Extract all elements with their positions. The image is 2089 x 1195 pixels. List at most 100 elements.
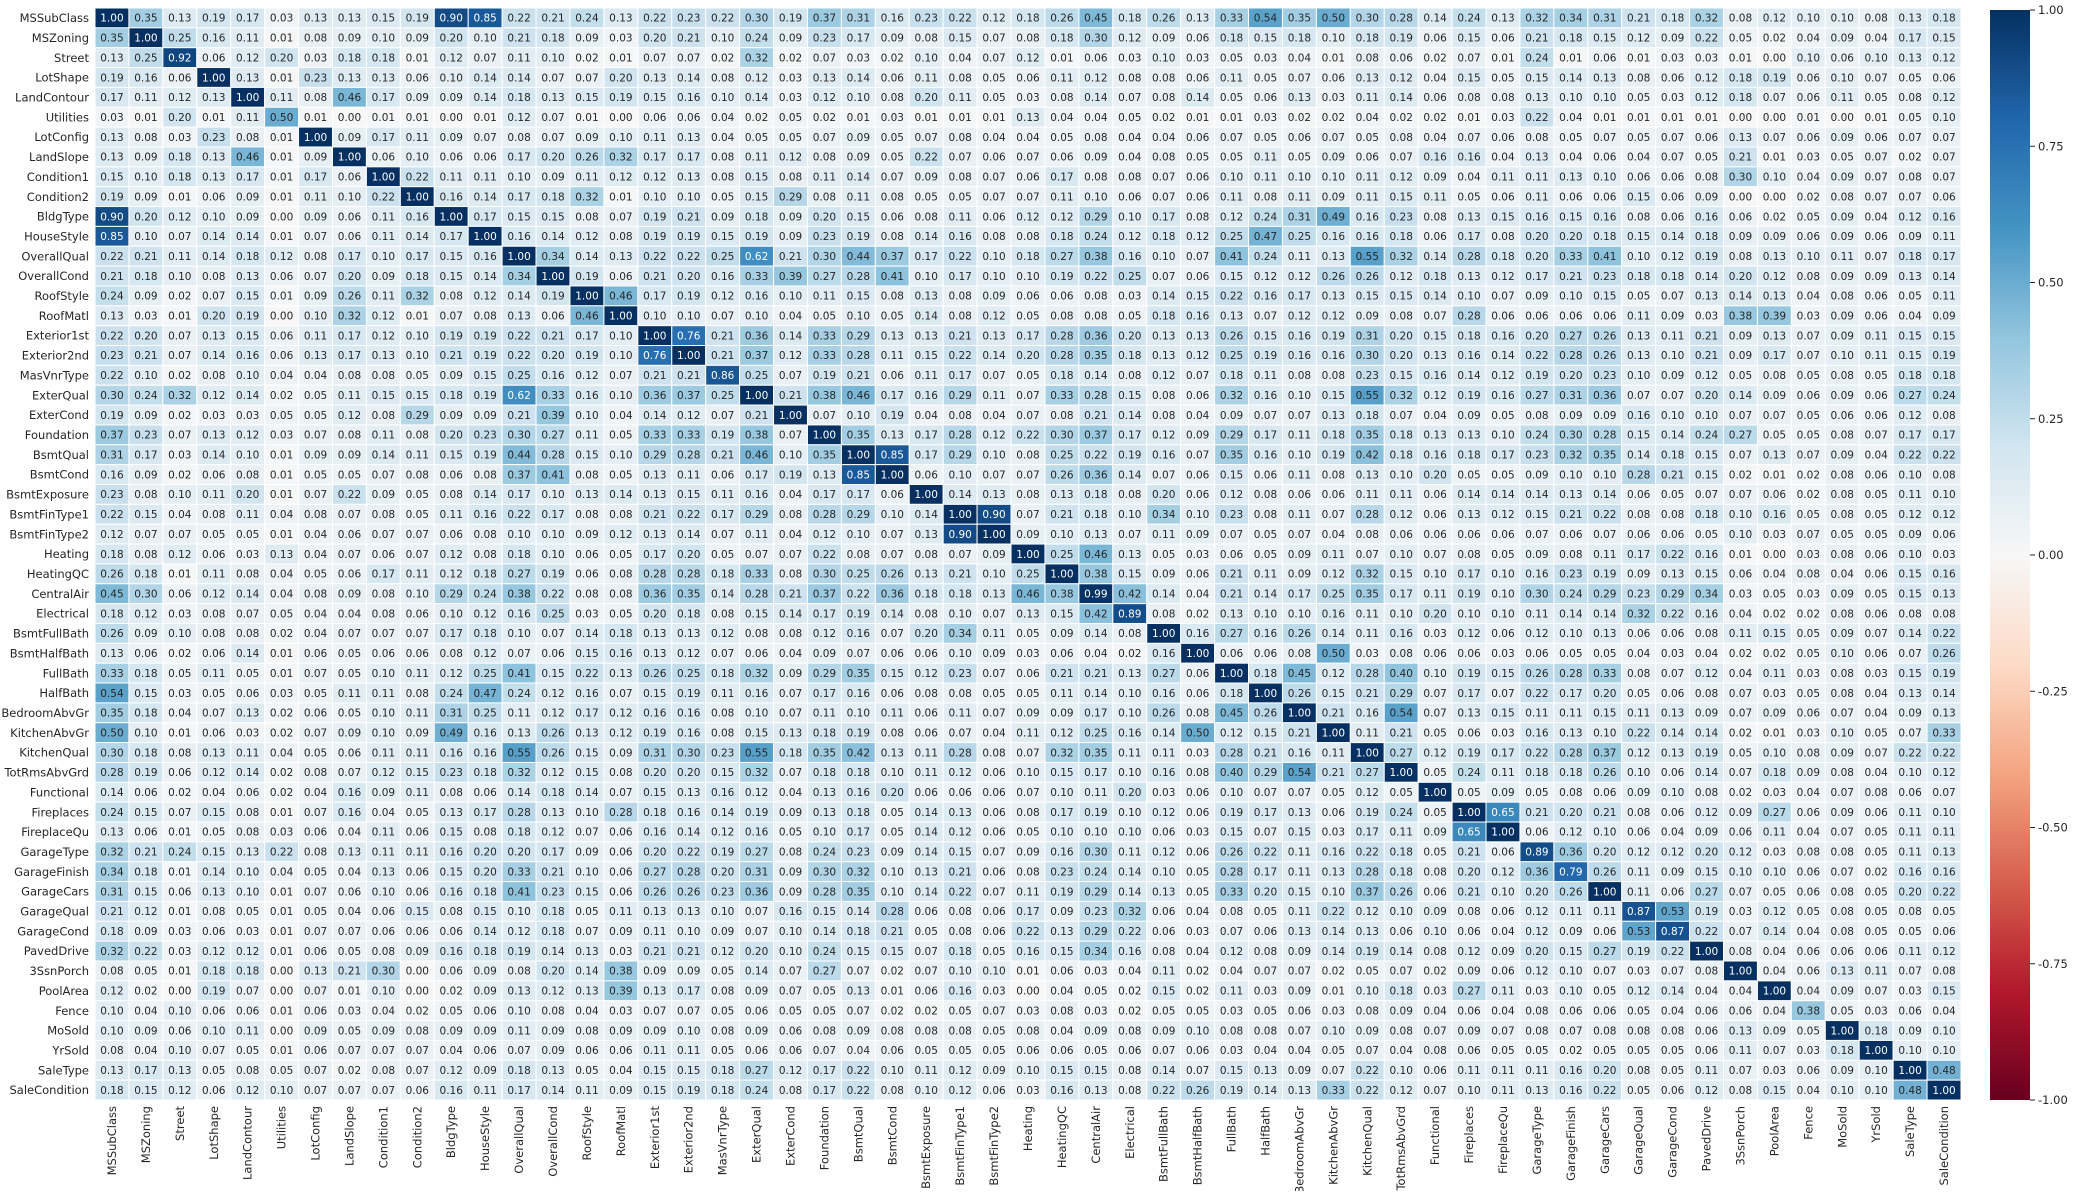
cell-value-label: 0.07 — [134, 529, 157, 541]
cell-value-label: 1.00 — [1016, 549, 1039, 561]
cell-value-label: 0.22 — [643, 251, 666, 263]
cell-value-label: 0.08 — [1898, 172, 1921, 184]
cell-value-label: 0.28 — [1457, 311, 1480, 323]
cell-value-label: 0.23 — [1390, 211, 1413, 223]
cell-value-label: 0.12 — [609, 727, 632, 739]
cell-value-label: 0.09 — [575, 529, 598, 541]
cell-value-label: 0.08 — [1016, 489, 1039, 501]
cell-value-label: 0.10 — [1661, 350, 1684, 362]
cell-value-label: 0.18 — [1932, 370, 1955, 382]
cell-value-label: 1.00 — [372, 172, 395, 184]
cell-value-label: 0.13 — [1763, 251, 1786, 263]
cell-value-label: 0.12 — [1932, 509, 1955, 521]
cell-value-label: 0.10 — [1593, 727, 1616, 739]
cell-value-label: 0.17 — [372, 132, 395, 144]
cell-value-label: 0.17 — [372, 92, 395, 104]
cell-value-label: 0.04 — [1152, 132, 1176, 144]
cell-value-label: 0.10 — [1593, 172, 1616, 184]
cell-value-label: 0.12 — [1695, 72, 1718, 84]
cell-value-label: 0.26 — [338, 291, 362, 303]
cell-value-label: 0.05 — [1864, 847, 1887, 859]
cell-value-label: 0.10 — [1152, 251, 1175, 263]
cell-value-label: 0.18 — [1729, 92, 1752, 104]
cell-value-label: 0.07 — [1932, 132, 1955, 144]
cell-value-label: 0.01 — [406, 52, 429, 64]
cell-value-label: 0.15 — [1491, 211, 1514, 223]
cell-value-label: 0.04 — [1864, 33, 1888, 45]
cell-value-label: 0.11 — [1898, 847, 1921, 859]
cell-value-label: 0.09 — [1322, 191, 1345, 203]
cell-value-label: 0.35 — [1084, 350, 1107, 362]
cell-value-label: 0.10 — [881, 509, 904, 521]
cell-value-label: 1.00 — [1356, 747, 1379, 759]
cell-value-label: 0.05 — [406, 489, 429, 501]
cell-value-label: 0.18 — [948, 588, 971, 600]
cell-value-label: 0.12 — [1763, 271, 1786, 283]
cell-value-label: 0.15 — [134, 688, 157, 700]
cell-value-label: 0.16 — [1186, 311, 1210, 323]
cell-value-label: 0.02 — [1423, 112, 1446, 124]
cell-value-label: 0.09 — [1525, 469, 1548, 481]
cell-value-label: 0.13 — [1016, 608, 1039, 620]
cell-value-label: 0.12 — [372, 767, 395, 779]
cell-value-label: 0.18 — [677, 608, 700, 620]
cell-value-label: 0.08 — [372, 608, 395, 620]
cell-value-label: 0.19 — [847, 231, 870, 243]
cell-value-label: 0.14 — [473, 72, 497, 84]
cell-value-label: 0.28 — [677, 866, 700, 878]
cell-value-label: 0.07 — [711, 410, 734, 422]
cell-value-label: 0.10 — [236, 450, 259, 462]
cell-value-label: 0.02 — [1118, 648, 1141, 660]
cell-value-label: 0.33 — [1932, 727, 1955, 739]
cell-value-label: 0.19 — [1356, 807, 1379, 819]
cell-value-label: 0.05 — [609, 549, 632, 561]
cell-value-label: 0.08 — [134, 489, 157, 501]
cell-value-label: 0.04 — [1423, 132, 1447, 144]
cell-value-label: 0.11 — [236, 112, 259, 124]
cell-value-label: 0.20 — [541, 350, 564, 362]
cell-value-label: 0.02 — [1763, 33, 1786, 45]
cell-value-label: 0.33 — [100, 668, 123, 680]
cell-value-label: 0.05 — [168, 668, 191, 680]
cell-value-label: 0.06 — [338, 529, 362, 541]
cell-value-label: 0.08 — [1864, 13, 1887, 25]
cell-value-label: 0.90 — [100, 211, 123, 223]
cell-value-label: 0.05 — [338, 668, 361, 680]
cell-value-label: 0.02 — [1763, 608, 1786, 620]
cell-value-label: 0.01 — [609, 191, 632, 203]
cell-value-label: 0.11 — [1016, 886, 1039, 898]
cell-value-label: 0.55 — [1356, 390, 1379, 402]
cell-value-label: 0.22 — [1525, 688, 1548, 700]
cell-value-label: 0.07 — [372, 628, 395, 640]
cell-value-label: 0.05 — [1864, 727, 1887, 739]
cell-value-label: 0.15 — [236, 330, 259, 342]
cell-value-label: 0.09 — [134, 469, 157, 481]
cell-value-label: 0.05 — [881, 827, 904, 839]
cell-value-label: 0.09 — [1525, 549, 1548, 561]
cell-value-label: 0.12 — [1627, 847, 1650, 859]
cell-value-label: 0.06 — [1186, 668, 1210, 680]
cell-value-label: 0.14 — [1559, 72, 1583, 84]
cell-value-label: 0.05 — [779, 827, 802, 839]
cell-value-label: 0.13 — [541, 92, 564, 104]
cell-value-label: 0.16 — [1627, 410, 1651, 422]
cell-value-label: 0.09 — [779, 231, 802, 243]
cell-value-label: 0.16 — [338, 787, 362, 799]
cell-value-label: 0.17 — [1457, 688, 1480, 700]
cell-value-label: 0.13 — [1525, 152, 1548, 164]
cell-value-label: 0.06 — [1525, 311, 1549, 323]
cell-value-label: 0.15 — [1390, 291, 1413, 303]
cell-value-label: 0.08 — [1423, 211, 1446, 223]
cell-value-label: 0.12 — [575, 231, 598, 243]
cell-value-label: 0.17 — [440, 231, 463, 243]
cell-value-label: 0.50 — [270, 112, 293, 124]
cell-value-label: 0.10 — [507, 628, 530, 640]
cell-value-label: 0.03 — [270, 827, 293, 839]
cell-value-label: 0.18 — [100, 608, 123, 620]
cell-value-label: 0.02 — [1729, 727, 1752, 739]
cell-value-label: 0.10 — [1118, 708, 1141, 720]
cell-value-label: 0.08 — [1831, 509, 1854, 521]
cell-value-label: 0.09 — [1831, 390, 1854, 402]
cell-value-label: 0.22 — [1593, 509, 1616, 521]
cell-value-label: 0.21 — [100, 906, 123, 918]
